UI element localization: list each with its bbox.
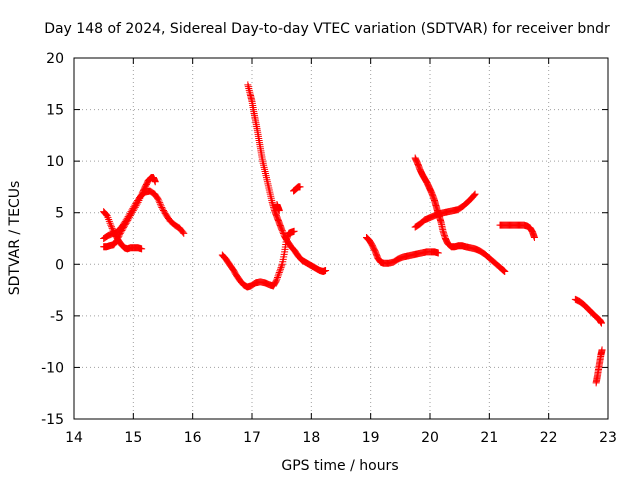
data-point	[157, 202, 165, 210]
x-axis-label: GPS time / hours	[281, 458, 398, 474]
data-point	[278, 227, 286, 235]
data-point	[158, 204, 166, 212]
data-point	[274, 272, 282, 280]
y-axis-ticks: -15 -10 -5 0 5 10 15 20	[41, 51, 608, 428]
data-point	[155, 197, 163, 205]
data-point	[275, 207, 283, 215]
x-tick-label: 19	[362, 430, 380, 446]
series-arc5	[244, 81, 330, 276]
series-arc3	[100, 187, 188, 242]
data-point	[434, 249, 442, 257]
data-point	[278, 262, 286, 270]
y-tick-label: 10	[46, 154, 64, 170]
data-point	[277, 264, 285, 272]
x-tick-label: 14	[65, 430, 83, 446]
data-point	[471, 190, 479, 198]
data-point	[530, 233, 538, 241]
data-point	[290, 227, 298, 235]
data-point	[598, 346, 606, 354]
series-arc10	[411, 190, 479, 231]
data-point	[156, 200, 164, 208]
data-point	[279, 228, 287, 236]
x-tick-label: 15	[124, 430, 142, 446]
y-tick-label: 20	[46, 51, 64, 67]
chart-title: Day 148 of 2024, Sidereal Day-to-day VTE…	[44, 21, 610, 37]
series-arc11	[496, 221, 538, 241]
data-point	[501, 268, 509, 276]
x-tick-label: 22	[540, 430, 558, 446]
data-point	[113, 235, 121, 243]
x-tick-label: 23	[599, 430, 617, 446]
data-point	[275, 270, 283, 278]
data-point	[107, 223, 115, 231]
x-tick-label: 17	[243, 430, 261, 446]
data-points	[100, 81, 606, 387]
data-point	[159, 205, 167, 213]
x-tick-label: 18	[302, 430, 320, 446]
series-arc7	[273, 200, 283, 215]
y-tick-label: 5	[55, 206, 64, 222]
x-tick-label: 16	[184, 430, 202, 446]
series-arc13	[592, 346, 606, 387]
data-point	[274, 273, 282, 281]
data-point	[114, 234, 122, 242]
data-point	[151, 178, 159, 186]
y-tick-label: 0	[55, 257, 64, 273]
series-arc12	[571, 295, 605, 327]
data-point	[276, 265, 284, 273]
data-point	[138, 245, 146, 253]
data-point	[102, 210, 110, 218]
x-axis-ticks: 14 15 16 17 18 19 20 21 22 23	[65, 58, 617, 446]
series-arc8	[363, 233, 442, 267]
data-point	[180, 229, 188, 237]
y-tick-label: -10	[41, 360, 64, 376]
data-point	[113, 237, 121, 245]
data-point	[156, 199, 164, 207]
data-point	[470, 191, 478, 199]
y-tick-label: -15	[41, 412, 64, 428]
data-point	[115, 232, 123, 240]
series-arc9	[411, 154, 509, 276]
data-point	[279, 230, 287, 238]
data-point	[159, 206, 167, 214]
data-point	[154, 195, 162, 203]
x-tick-label: 21	[480, 430, 498, 446]
y-tick-label: -5	[50, 309, 64, 325]
data-point	[275, 269, 283, 277]
series-arc6	[290, 183, 304, 195]
data-point	[322, 266, 330, 274]
y-axis-label: SDTVAR / TECUs	[7, 181, 23, 296]
data-point	[296, 183, 304, 191]
plot-frame	[73, 57, 609, 420]
data-point	[107, 221, 115, 229]
data-point	[470, 192, 478, 200]
data-point	[597, 319, 605, 327]
data-point	[160, 208, 168, 216]
grid-lines	[74, 58, 608, 419]
x-tick-label: 20	[421, 430, 439, 446]
series-arc4	[218, 227, 298, 291]
data-point	[272, 277, 280, 285]
data-point	[276, 267, 284, 275]
data-point	[179, 228, 187, 236]
data-point	[278, 225, 286, 233]
y-tick-label: 15	[46, 103, 64, 119]
data-point	[273, 275, 281, 283]
